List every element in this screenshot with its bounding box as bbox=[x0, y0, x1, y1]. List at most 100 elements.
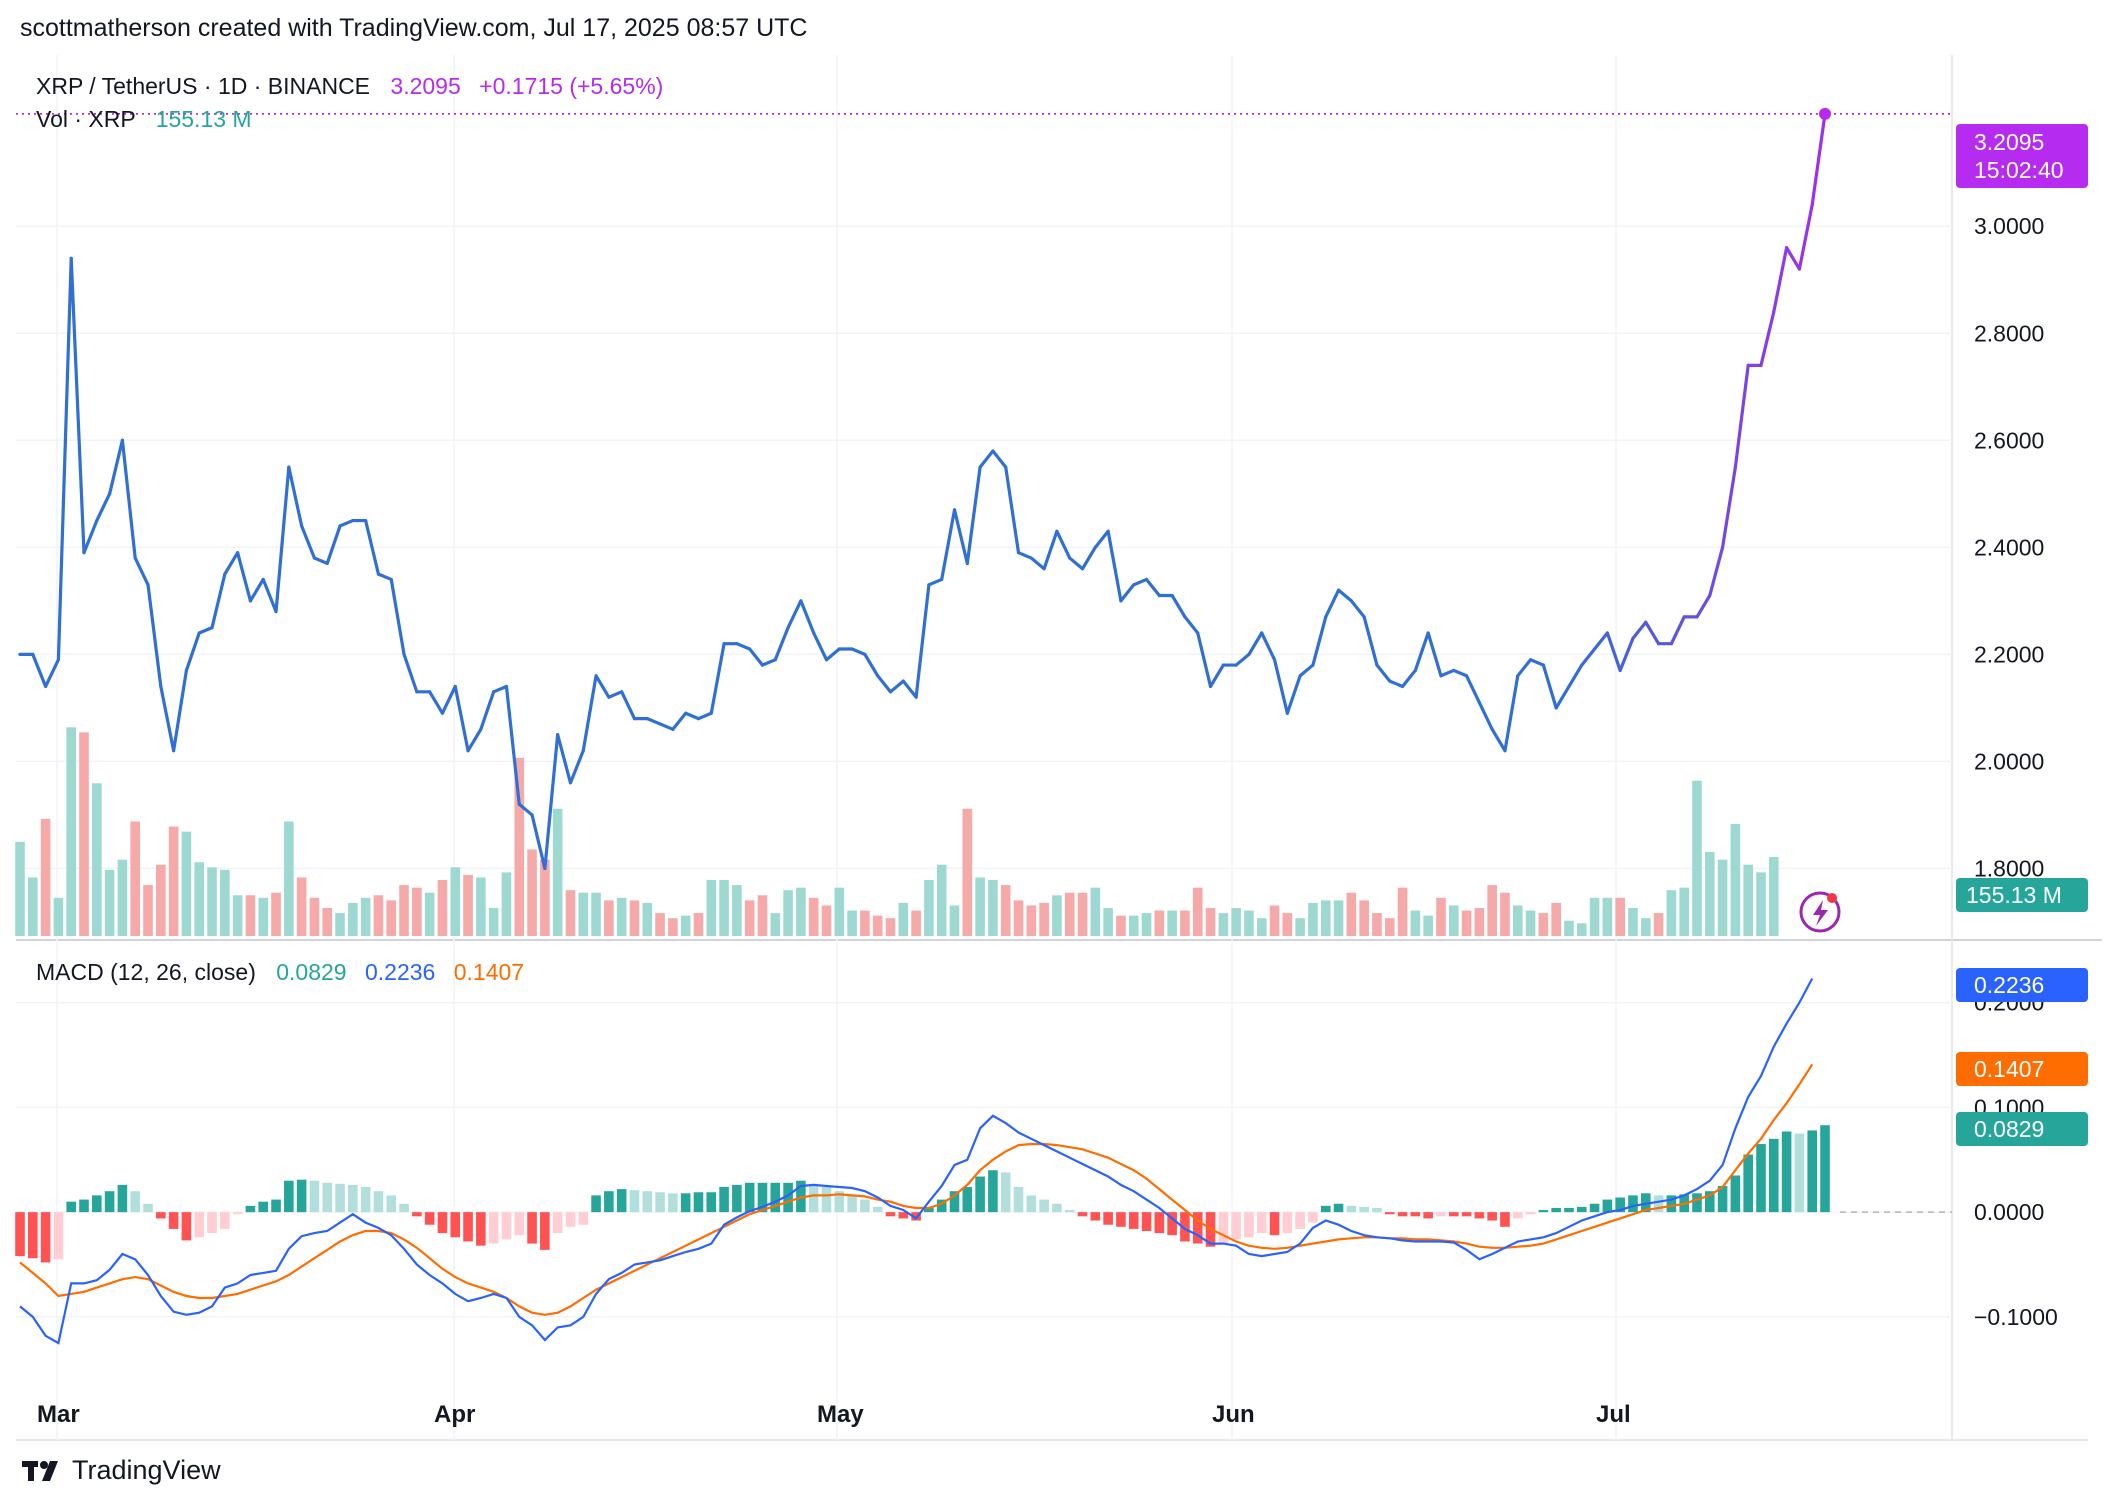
price-line-segment bbox=[965, 465, 982, 565]
volume-bar bbox=[373, 895, 384, 936]
legend-vol-label: Vol · XRP bbox=[36, 106, 135, 132]
price-line-segment bbox=[1720, 465, 1737, 549]
volume-bar bbox=[1500, 892, 1510, 936]
volume-bar bbox=[693, 913, 704, 936]
macd-hist-bar bbox=[1295, 1212, 1305, 1229]
volume-bar bbox=[1512, 905, 1523, 936]
volume-bar bbox=[1551, 902, 1561, 936]
volume-bar bbox=[1256, 918, 1267, 936]
price-line-segment bbox=[1247, 631, 1264, 656]
volume-bar bbox=[1205, 908, 1216, 936]
macd-hist-bar bbox=[501, 1212, 512, 1240]
macd-hist-bar bbox=[40, 1212, 51, 1263]
price-tick-label: 2.8000 bbox=[1974, 320, 2044, 346]
macd-hist-bar bbox=[424, 1212, 435, 1225]
volume-bar bbox=[296, 877, 307, 936]
macd-hist-bar bbox=[1589, 1203, 1600, 1213]
volume-bar bbox=[898, 902, 909, 936]
volume-bar bbox=[1282, 913, 1293, 936]
volume-bar bbox=[488, 908, 499, 936]
price-line-segment bbox=[748, 647, 765, 667]
macd-hist-bar bbox=[1128, 1212, 1139, 1229]
macd-hist-bar bbox=[1141, 1212, 1152, 1231]
macd-hist-bar bbox=[1538, 1210, 1549, 1213]
price-line-segment bbox=[786, 599, 803, 630]
macd-hist-bar bbox=[1372, 1207, 1382, 1213]
macd-hist-bar bbox=[194, 1212, 205, 1238]
volume-bar bbox=[399, 885, 409, 936]
macd-hist-bar bbox=[770, 1182, 781, 1213]
volume-bar bbox=[514, 757, 525, 936]
macd-hist-bar bbox=[744, 1182, 755, 1213]
volume-bar bbox=[1052, 895, 1062, 936]
macd-hist-bar bbox=[1576, 1206, 1587, 1213]
volume-bar bbox=[975, 877, 985, 936]
price-line-segment bbox=[44, 658, 61, 689]
volume-bar bbox=[232, 895, 243, 936]
macd-hist-bar bbox=[130, 1191, 141, 1213]
volume-bar bbox=[1564, 920, 1574, 936]
macd-hist-bar bbox=[578, 1212, 589, 1225]
price-line-segment bbox=[1093, 529, 1110, 549]
macd-hist-bar bbox=[1192, 1212, 1203, 1244]
volume-bar bbox=[911, 910, 921, 936]
macd-hist-bar bbox=[591, 1195, 601, 1213]
volume-bar bbox=[1231, 908, 1241, 936]
macd-hist-bar bbox=[552, 1212, 563, 1234]
volume-bar bbox=[284, 821, 294, 936]
volume-bar bbox=[1167, 910, 1177, 936]
replay-icon[interactable] bbox=[1799, 891, 1841, 933]
macd-hist-bar bbox=[1704, 1191, 1715, 1213]
footer-brand[interactable]: TradingView bbox=[22, 1455, 221, 1486]
macd-hist-bar bbox=[1564, 1207, 1574, 1213]
price-line-segment bbox=[658, 722, 675, 731]
volume-bar bbox=[860, 910, 870, 936]
macd-hist-bar bbox=[821, 1187, 832, 1213]
volume-bar bbox=[1666, 890, 1677, 936]
price-line-segment bbox=[1260, 631, 1277, 662]
macd-hist-bar bbox=[1320, 1205, 1331, 1213]
price-line-segment bbox=[1324, 588, 1341, 619]
price-line-segment bbox=[581, 674, 598, 753]
price-line-segment bbox=[1413, 631, 1430, 673]
macd-histogram bbox=[15, 1125, 1830, 1263]
volume-bar bbox=[1397, 887, 1408, 936]
price-line-segment bbox=[1311, 615, 1328, 667]
volume-bar bbox=[1308, 902, 1318, 936]
price-tick-label: 2.2000 bbox=[1974, 641, 2044, 667]
volume-bar bbox=[1692, 780, 1702, 936]
volume-bar bbox=[424, 892, 435, 936]
price-line-segment bbox=[530, 813, 547, 871]
volume-bar bbox=[962, 808, 973, 936]
macd-hist-bar bbox=[1180, 1212, 1190, 1242]
macd-hist-bar bbox=[463, 1212, 473, 1242]
volume-bar bbox=[936, 864, 947, 936]
volume-bar bbox=[796, 887, 806, 936]
volume-bar bbox=[271, 892, 281, 936]
volume-bar bbox=[821, 905, 832, 936]
macd-hist-bar bbox=[1743, 1154, 1753, 1213]
volume-bars bbox=[15, 727, 1779, 936]
volume-badge bbox=[1956, 878, 2088, 912]
price-line-segment bbox=[1426, 631, 1443, 678]
macd-hist-bar bbox=[348, 1184, 358, 1213]
volume-bar bbox=[1756, 872, 1766, 936]
volume-bar bbox=[1423, 915, 1433, 936]
volume-bar bbox=[412, 887, 422, 936]
macd-hist-bar bbox=[1308, 1212, 1318, 1223]
macd-hist-bar bbox=[1231, 1212, 1241, 1240]
price-line-segment bbox=[978, 449, 995, 469]
price-line-segment bbox=[991, 449, 1008, 469]
price-line-segment bbox=[376, 572, 393, 582]
volume-bar bbox=[872, 915, 883, 936]
volume-bar bbox=[437, 880, 448, 936]
volume-bar bbox=[1525, 910, 1536, 936]
macd-hist-bar bbox=[565, 1212, 576, 1227]
legend-vol-value: 155.13 M bbox=[156, 106, 252, 132]
price-line-segment bbox=[812, 631, 829, 662]
macd-hist-bar bbox=[949, 1191, 960, 1213]
svg-text:MACD (12, 26, close) 0.0: MACD (12, 26, close) 0.0829 0.2236 0.140… bbox=[36, 959, 524, 985]
macd-hist-bar bbox=[629, 1190, 640, 1213]
macd-hist-bar bbox=[975, 1176, 985, 1213]
